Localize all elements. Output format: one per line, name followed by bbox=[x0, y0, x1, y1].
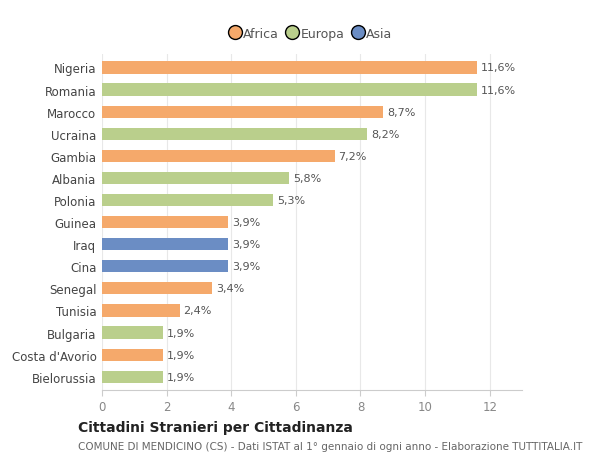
Text: 7,2%: 7,2% bbox=[338, 151, 367, 162]
Bar bbox=[102, 106, 383, 118]
Bar bbox=[102, 283, 212, 295]
Bar bbox=[102, 371, 163, 383]
Bar bbox=[102, 327, 163, 339]
Text: 3,4%: 3,4% bbox=[216, 284, 244, 294]
Text: 1,9%: 1,9% bbox=[167, 372, 196, 382]
Bar bbox=[102, 195, 273, 207]
Bar bbox=[102, 239, 228, 251]
Bar bbox=[102, 261, 228, 273]
Text: 3,9%: 3,9% bbox=[232, 262, 260, 272]
Text: 8,7%: 8,7% bbox=[387, 107, 415, 118]
Text: 8,2%: 8,2% bbox=[371, 129, 399, 140]
Text: 5,8%: 5,8% bbox=[293, 174, 322, 184]
Text: COMUNE DI MENDICINO (CS) - Dati ISTAT al 1° gennaio di ogni anno - Elaborazione : COMUNE DI MENDICINO (CS) - Dati ISTAT al… bbox=[78, 441, 583, 451]
Bar bbox=[102, 84, 477, 96]
Text: 11,6%: 11,6% bbox=[481, 85, 516, 95]
Text: 11,6%: 11,6% bbox=[481, 63, 516, 73]
Bar bbox=[102, 305, 179, 317]
Legend: Africa, Europa, Asia: Africa, Europa, Asia bbox=[232, 28, 392, 41]
Bar bbox=[102, 151, 335, 162]
Bar bbox=[102, 62, 477, 74]
Bar bbox=[102, 349, 163, 361]
Text: 2,4%: 2,4% bbox=[184, 306, 212, 316]
Bar bbox=[102, 173, 289, 185]
Bar bbox=[102, 217, 228, 229]
Text: Cittadini Stranieri per Cittadinanza: Cittadini Stranieri per Cittadinanza bbox=[78, 420, 353, 434]
Text: 1,9%: 1,9% bbox=[167, 350, 196, 360]
Text: 3,9%: 3,9% bbox=[232, 218, 260, 228]
Text: 5,3%: 5,3% bbox=[277, 196, 305, 206]
Bar bbox=[102, 129, 367, 140]
Text: 3,9%: 3,9% bbox=[232, 240, 260, 250]
Text: 1,9%: 1,9% bbox=[167, 328, 196, 338]
